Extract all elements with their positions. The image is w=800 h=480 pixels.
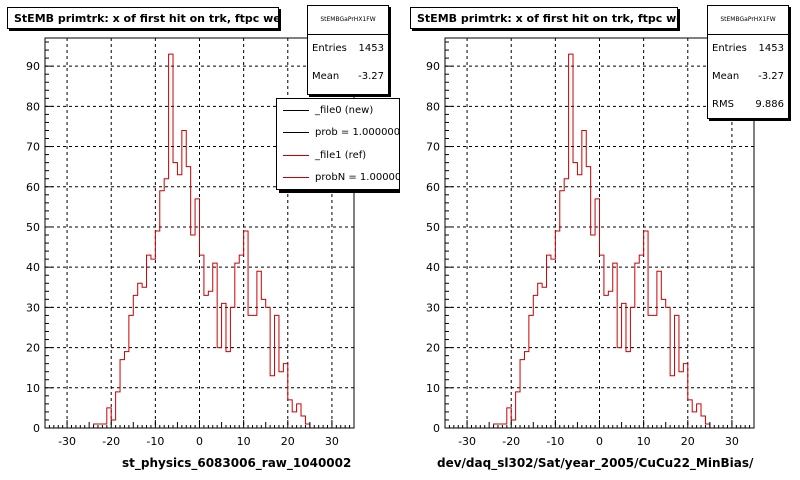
stats-mean-label: Mean <box>312 71 340 82</box>
chart-title-left: StEMB primtrk: x of first hit on trk, ft… <box>7 7 279 29</box>
stats-entries-row-right: Entries 1453 <box>708 35 788 63</box>
x-tick-label: -30 <box>58 435 76 448</box>
histogram-series-line <box>445 53 754 429</box>
y-tick-label: 0 <box>33 422 40 435</box>
stats-entries-label: Entries <box>712 43 747 54</box>
y-tick-label: 50 <box>426 221 440 234</box>
stats-rms-value: 9.886 <box>755 99 784 110</box>
legend-item-file0: _file0 (new) <box>277 99 399 122</box>
legend-item-probn: probN = 1.000000 <box>277 167 399 190</box>
stats-mean-value: -3.27 <box>758 71 784 82</box>
y-tick-label: 70 <box>26 141 40 154</box>
legend-swatch <box>283 109 309 111</box>
y-tick-label: 40 <box>26 261 40 274</box>
x-tick-label: -30 <box>458 435 476 448</box>
histogram-series-line <box>45 53 354 429</box>
legend-swatch <box>283 177 309 179</box>
x-axis-label-right: dev/daq_sl302/Sat/year_2005/CuCu22_MinBi… <box>437 456 754 470</box>
stats-rms-row-right: RMS 9.886 <box>708 91 788 119</box>
stats-box-left: StEMBGaPrHX1FW Entries 1453 Mean -3.27 <box>307 5 389 95</box>
y-tick-label: 10 <box>26 382 40 395</box>
legend-item-prob: prob = 1.000000 <box>277 122 399 145</box>
y-tick-label: 30 <box>26 301 40 314</box>
stats-mean-row-left: Mean -3.27 <box>308 63 388 91</box>
legend-box: _file0 (new) prob = 1.000000 _file1 (ref… <box>276 98 400 190</box>
stats-rms-label: RMS <box>712 99 734 110</box>
stats-name-left: StEMBGaPrHX1FW <box>308 6 388 35</box>
histogram-panel-right: -30 -20 -10 0 10 20 30 0 10 20 30 40 50 60 70 80 90 StEM… <box>400 0 800 480</box>
x-tick-label: -20 <box>102 435 120 448</box>
stats-name-right: StEMBGaPrHX1FW <box>708 6 788 35</box>
x-tick-label: 30 <box>325 435 339 448</box>
histogram-panel-left: -30 -20 -10 0 10 20 30 0 10 20 30 40 50 60 70 80 90 StEM… <box>7 5 400 470</box>
legend-item-file1: _file1 (ref) <box>277 144 399 167</box>
x-tick-label: 0 <box>596 435 603 448</box>
legend-swatch <box>283 154 309 156</box>
x-tick-label: 0 <box>196 435 203 448</box>
y-tick-label: 50 <box>26 221 40 234</box>
histogram-plot-right: -30 -20 -10 0 10 20 30 0 10 20 30 40 50 60 70 80 90 <box>426 37 755 448</box>
stats-entries-label: Entries <box>312 43 347 54</box>
chart-title-right: StEMB primtrk: x of first hit on trk, ft… <box>410 7 678 29</box>
x-tick-label: -10 <box>146 435 164 448</box>
stats-entries-value: 1453 <box>358 43 384 54</box>
y-tick-label: 90 <box>26 60 40 73</box>
histogram-plot-left: -30 -20 -10 0 10 20 30 0 10 20 30 40 50 60 70 80 90 <box>26 37 355 448</box>
x-tick-label: 10 <box>637 435 651 448</box>
x-tick-label: 10 <box>237 435 251 448</box>
legend-label: prob = 1.000000 <box>315 127 400 139</box>
x-axis-label-left: st_physics_6083006_raw_1040002 <box>122 456 352 470</box>
y-tick-label: 60 <box>26 181 40 194</box>
stats-mean-label: Mean <box>712 71 740 82</box>
y-tick-label: 0 <box>433 422 440 435</box>
stats-mean-row-right: Mean -3.27 <box>708 63 788 91</box>
legend-label: probN = 1.000000 <box>315 172 400 184</box>
stats-entries-row-left: Entries 1453 <box>308 35 388 63</box>
stats-mean-value: -3.27 <box>358 71 384 82</box>
y-tick-label: 10 <box>426 382 440 395</box>
y-tick-label: 60 <box>426 181 440 194</box>
legend-label: _file1 (ref) <box>315 149 367 161</box>
y-tick-label: 20 <box>26 342 40 355</box>
y-tick-label: 80 <box>26 100 40 113</box>
x-tick-label: 30 <box>725 435 739 448</box>
stats-box-right: StEMBGaPrHX1FW Entries 1453 Mean -3.27 R… <box>707 5 789 119</box>
x-tick-label: -20 <box>502 435 520 448</box>
legend-swatch <box>283 132 309 134</box>
x-tick-label: 20 <box>281 435 295 448</box>
y-tick-label: 30 <box>426 301 440 314</box>
y-tick-label: 90 <box>426 60 440 73</box>
y-tick-label: 40 <box>426 261 440 274</box>
stats-entries-value: 1453 <box>758 43 784 54</box>
legend-label: _file0 (new) <box>315 104 374 116</box>
y-tick-label: 80 <box>426 100 440 113</box>
y-tick-label: 20 <box>426 342 440 355</box>
y-tick-label: 70 <box>426 141 440 154</box>
x-tick-label: 20 <box>681 435 695 448</box>
x-tick-label: -10 <box>546 435 564 448</box>
